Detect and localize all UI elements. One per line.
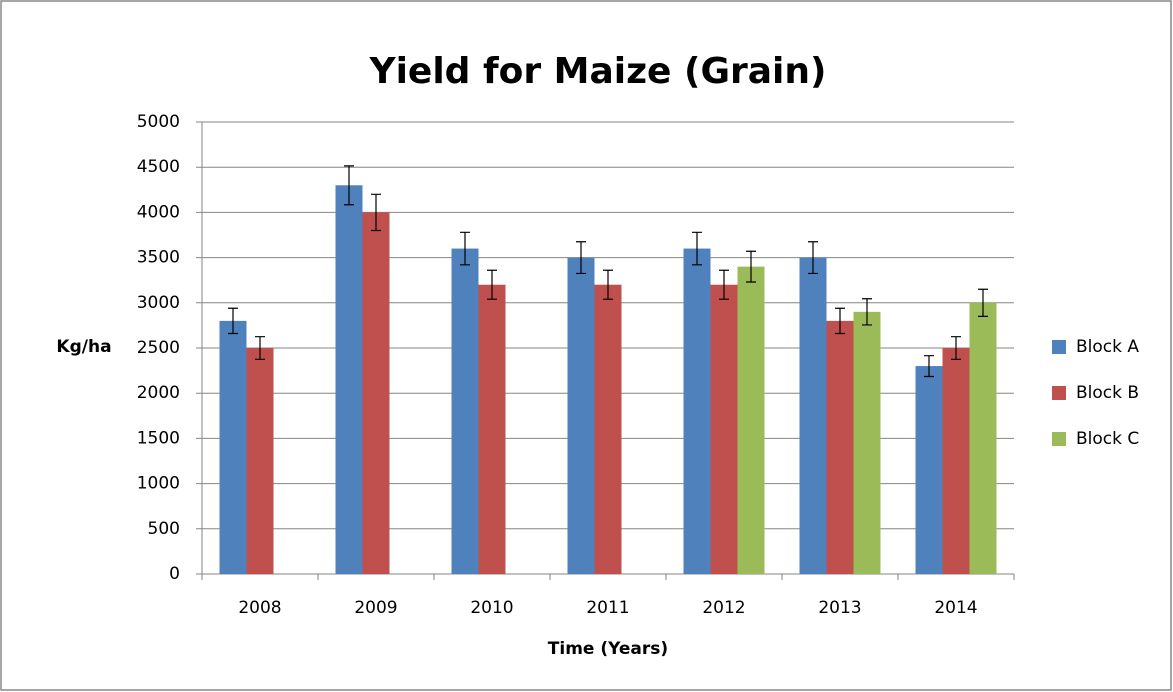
bar (799, 257, 827, 574)
y-tick-label: 500 (148, 519, 180, 539)
y-tick-label: 1500 (137, 428, 180, 448)
error-bar (255, 336, 265, 360)
error-bar (719, 269, 729, 300)
legend-swatch (1052, 386, 1066, 400)
bar (246, 348, 274, 574)
y-axis-title: Kg/ha (56, 337, 111, 357)
bar (826, 320, 854, 574)
x-tick-label: 2014 (934, 598, 977, 618)
y-tick-label: 3500 (137, 248, 180, 268)
legend-swatch (1052, 340, 1066, 354)
bar (853, 311, 881, 574)
bar (737, 266, 765, 574)
bar (969, 302, 997, 574)
error-bar (487, 269, 497, 300)
error-bar (692, 231, 702, 266)
error-bar (862, 298, 872, 326)
bar (362, 212, 390, 574)
x-tick-label: 2012 (702, 598, 745, 618)
error-bar (228, 307, 238, 335)
y-tick-label: 2000 (137, 383, 180, 403)
y-tick-label: 4000 (137, 202, 180, 222)
bar (219, 320, 247, 574)
x-tick-label: 2011 (586, 598, 629, 618)
bar (683, 248, 711, 574)
x-tick-label: 2009 (354, 598, 397, 618)
error-bar (924, 355, 934, 378)
bar (942, 348, 970, 574)
bar (478, 284, 506, 574)
x-tick-label: 2008 (238, 598, 281, 618)
legend-swatch (1052, 432, 1066, 446)
error-bar (808, 241, 818, 275)
error-bar (344, 165, 354, 206)
y-tick-label: 5000 (137, 112, 180, 132)
y-tick-label: 2500 (137, 338, 180, 358)
error-bar (978, 288, 988, 317)
error-bar (746, 250, 756, 283)
error-bar (603, 269, 613, 300)
legend-label: Block B (1076, 383, 1139, 403)
bar (335, 185, 363, 574)
error-bar (460, 231, 470, 266)
legend-label: Block A (1076, 337, 1139, 357)
bar (451, 248, 479, 574)
error-bar (576, 241, 586, 275)
x-tick-label: 2013 (818, 598, 861, 618)
y-tick-label: 1000 (137, 474, 180, 494)
y-tick-label: 0 (169, 564, 180, 584)
error-bar (835, 307, 845, 335)
chart-title: Yield for Maize (Grain) (369, 51, 827, 92)
bar (710, 284, 738, 574)
x-axis-title: Time (Years) (548, 639, 668, 659)
bar (567, 257, 595, 574)
bar (915, 366, 943, 574)
error-bar (371, 193, 381, 232)
error-bar (951, 336, 961, 360)
x-tick-label: 2010 (470, 598, 513, 618)
bar (594, 284, 622, 574)
y-tick-label: 3000 (137, 293, 180, 313)
y-tick-label: 4500 (137, 157, 180, 177)
legend-label: Block C (1076, 429, 1139, 449)
